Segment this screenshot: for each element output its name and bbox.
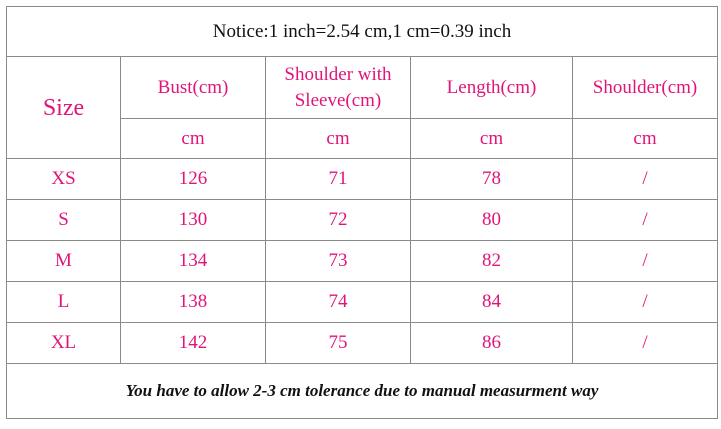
size-table: Notice:1 inch=2.54 cm,1 cm=0.39 inch Siz… bbox=[5, 6, 719, 419]
table-body: Notice:1 inch=2.54 cm,1 cm=0.39 inch Siz… bbox=[5, 6, 719, 419]
measure-cell: 75 bbox=[265, 322, 411, 364]
measure-cell: 138 bbox=[120, 281, 266, 323]
notice: Notice:1 inch=2.54 cm,1 cm=0.39 inch bbox=[5, 6, 719, 57]
measure-cell: / bbox=[571, 158, 719, 200]
size-header: Size bbox=[6, 56, 121, 159]
data-row: L 138 74 84/ bbox=[6, 281, 719, 323]
footer-note: You have to allow 2-3 cm tolerance due t… bbox=[5, 363, 719, 419]
measure-cell: 78 bbox=[410, 158, 573, 200]
size-label: XL bbox=[6, 322, 121, 364]
measure-cell: 84 bbox=[410, 281, 573, 323]
measure-cell: / bbox=[571, 240, 719, 282]
unit-cell: cm bbox=[120, 118, 266, 159]
column-header: Shoulder with Sleeve(cm) bbox=[265, 56, 411, 119]
units-row: cm cm cm cm bbox=[7, 118, 719, 159]
size-label: M bbox=[6, 240, 121, 282]
measure-cell: 126 bbox=[120, 158, 266, 200]
data-row: XS 126 71 78/ bbox=[6, 158, 719, 200]
measure-cell: 142 bbox=[120, 322, 266, 364]
measure-cell: 130 bbox=[120, 199, 266, 241]
measure-cell: 82 bbox=[410, 240, 573, 282]
measure-cell: 72 bbox=[265, 199, 411, 241]
size-label: L bbox=[6, 281, 121, 323]
measure-cell: 71 bbox=[265, 158, 411, 200]
size-label: XS bbox=[6, 158, 121, 200]
notice-row: Notice:1 inch=2.54 cm,1 cm=0.39 inch bbox=[5, 6, 719, 57]
measure-cell: 134 bbox=[120, 240, 266, 282]
unit-cell: cm bbox=[571, 118, 719, 159]
measure-cell: / bbox=[571, 281, 719, 323]
measure-cell: / bbox=[571, 322, 719, 364]
footer-row: You have to allow 2-3 cm tolerance due t… bbox=[5, 363, 719, 419]
data-row: S 130 72 80/ bbox=[6, 199, 719, 241]
data-row: M 134 73 82/ bbox=[6, 240, 719, 282]
column-header: Length(cm) bbox=[410, 56, 573, 119]
measure-cell: 73 bbox=[265, 240, 411, 282]
unit-cell: cm bbox=[265, 118, 411, 159]
size-label: S bbox=[6, 199, 121, 241]
column-header: Shoulder(cm) bbox=[571, 56, 719, 119]
column-header: Bust(cm) bbox=[120, 56, 266, 119]
measure-cell: / bbox=[571, 199, 719, 241]
measure-cell: 86 bbox=[410, 322, 573, 364]
unit-cell: cm bbox=[410, 118, 573, 159]
measure-cell: 74 bbox=[265, 281, 411, 323]
data-row: XL 142 75 86/ bbox=[6, 322, 719, 364]
header-row: Size Bust(cm) Shoulder with Sleeve(cm) Leng… bbox=[6, 56, 719, 159]
measure-cell: 80 bbox=[410, 199, 573, 241]
